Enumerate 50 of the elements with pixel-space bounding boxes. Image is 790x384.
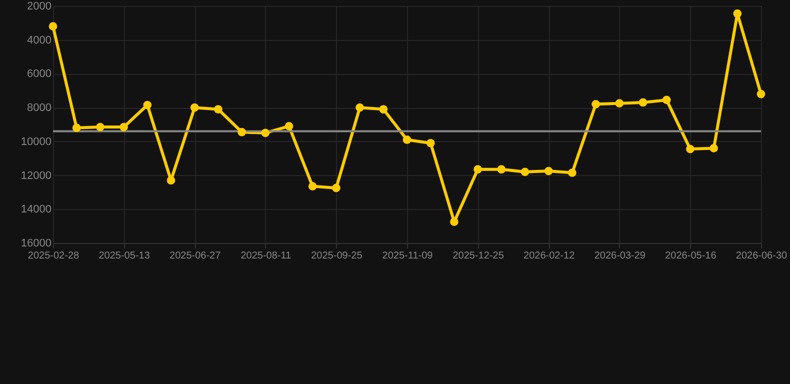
point bbox=[379, 105, 388, 114]
x-tick-label: 2026-03-29 bbox=[594, 250, 646, 262]
y-tick-label: 6000 bbox=[27, 68, 52, 80]
point bbox=[733, 9, 742, 18]
point bbox=[308, 182, 317, 190]
x-tick-label: 2025-11-09 bbox=[382, 250, 434, 262]
point bbox=[638, 98, 648, 107]
x-tick-label: 2025-06-27 bbox=[170, 250, 222, 262]
x-tick-label: 2026-02-12 bbox=[524, 250, 576, 262]
point bbox=[356, 103, 364, 112]
point bbox=[332, 184, 340, 192]
point bbox=[474, 165, 482, 174]
point bbox=[568, 168, 576, 177]
point bbox=[402, 136, 412, 144]
y-tick-label: 8000 bbox=[27, 102, 52, 114]
point bbox=[615, 99, 624, 108]
y-tick-label: 4000 bbox=[27, 34, 52, 46]
x-tick-label: 2025-08-11 bbox=[240, 250, 292, 262]
point bbox=[426, 138, 435, 148]
x-tick-label: 2026-05-16 bbox=[665, 250, 717, 262]
point bbox=[214, 105, 222, 114]
point bbox=[497, 165, 506, 174]
x-tick-label: 2025-12-25 bbox=[452, 250, 504, 262]
point bbox=[756, 90, 766, 98]
point bbox=[592, 100, 600, 108]
point bbox=[261, 128, 270, 138]
x-tick-label: 2025-09-25 bbox=[311, 250, 363, 262]
y-tick-label: 12000 bbox=[20, 170, 52, 182]
point bbox=[72, 124, 81, 132]
point bbox=[48, 22, 58, 30]
point bbox=[544, 166, 553, 176]
point bbox=[238, 128, 246, 136]
y-tick-label: 2000 bbox=[27, 0, 52, 12]
point bbox=[96, 122, 104, 132]
point bbox=[143, 100, 152, 110]
x-tick-label: 2026-06-30 bbox=[736, 250, 788, 262]
point bbox=[284, 122, 294, 130]
y-tick-label: 14000 bbox=[20, 204, 52, 216]
point bbox=[662, 96, 671, 104]
x-tick-label: 2025-05-13 bbox=[98, 250, 150, 262]
point bbox=[120, 122, 128, 132]
y-tick-label: 10000 bbox=[20, 136, 52, 148]
point bbox=[520, 168, 530, 176]
point bbox=[166, 176, 176, 185]
x-tick-label: 2025-02-28 bbox=[28, 250, 80, 262]
y-tick-label: 16000 bbox=[20, 238, 52, 250]
point bbox=[450, 218, 458, 226]
point bbox=[686, 144, 694, 154]
point bbox=[190, 103, 199, 112]
point bbox=[710, 144, 718, 152]
